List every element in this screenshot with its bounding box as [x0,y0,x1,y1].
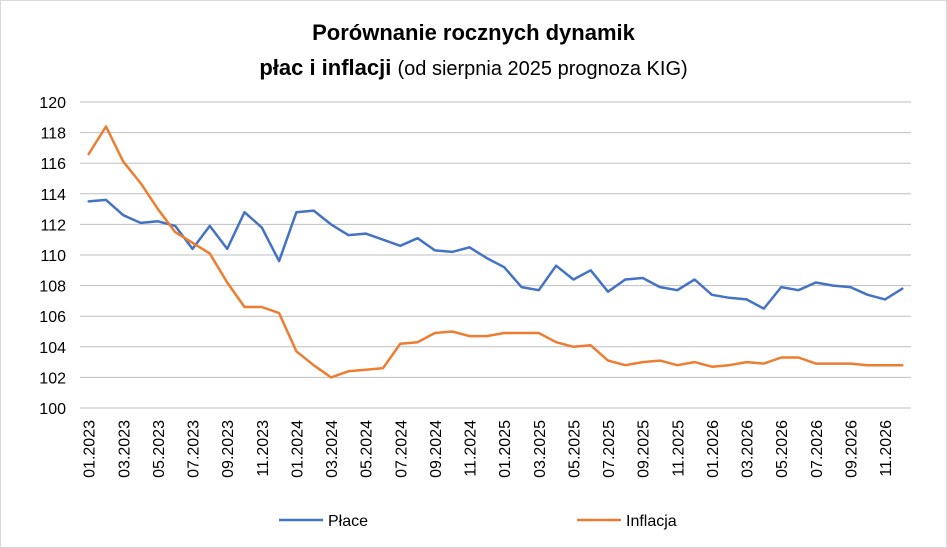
y-tick-label: 106 [39,309,66,326]
x-tick-label: 07.2025 [601,420,618,478]
y-tick-label: 110 [40,248,66,265]
y-tick-label: 104 [39,340,66,357]
chart-title: Porównanie rocznych dynamik [0,20,947,46]
x-tick-label: 03.2023 [116,420,133,478]
x-tick-label: 01.2025 [497,420,514,478]
x-tick-label: 07.2023 [186,420,203,478]
y-tick-label: 114 [40,187,66,204]
x-tick-label: 11.2023 [255,420,272,477]
y-tick-label: 118 [40,126,66,143]
series-line-inflacja [87,125,904,379]
x-tick-label: 09.2025 [636,420,653,478]
x-tick-label: 11.2025 [670,420,687,477]
x-tick-label: 05.2024 [359,420,376,478]
x-axis: 01.2023 03.2023 05.2023 07.2023 09.2023 11.20… [80,407,911,478]
x-tick-label: 05.2026 [774,420,791,478]
x-tick-label: 01.2026 [705,420,722,478]
chart-title-text: Porównanie rocznych dynamik [312,20,635,45]
y-tick-label: 102 [39,370,66,387]
x-tick-label: 01.2024 [289,420,306,478]
x-tick-label: 03.2026 [740,420,757,478]
y-tick-label: 108 [39,279,66,296]
x-tick-label: 03.2024 [324,420,341,478]
y-tick-label: 120 [39,95,66,112]
x-tick-label: 07.2026 [809,420,826,478]
x-tick-label: 05.2025 [566,420,583,478]
legend-label-inflacja: Inflacja [626,513,677,530]
chart-subtitle: płac i inflacji (od sierpnia 2025 progno… [0,55,947,81]
chart-subtitle-bold: płac i inflacji [259,55,392,80]
y-tick-label: 112 [40,217,66,234]
x-tick-label: 11.2026 [878,420,895,477]
y-tick-label: 100 [39,401,66,418]
x-tick-label: 03.2025 [532,420,549,478]
chart-subtitle-normal: (od sierpnia 2025 prognoza KIG) [397,58,688,80]
legend-label-place: Płace [328,513,368,530]
gridlines [80,101,911,409]
legend: Płace Inflacja [279,513,677,530]
y-tick-label: 116 [40,156,66,173]
x-tick-label: 07.2024 [393,420,410,478]
x-tick-label: 09.2024 [428,420,445,478]
x-tick-label: 09.2026 [843,420,860,478]
series-line-place [87,198,904,310]
y-axis: 100 102 104 106 108 110 112 114 116 118 120 [39,95,66,418]
x-tick-label: 09.2023 [220,420,237,478]
x-tick-label: 11.2024 [463,420,480,477]
x-tick-label: 05.2023 [151,420,168,478]
series-lines [87,125,904,379]
x-tick-label: 01.2023 [82,420,99,478]
